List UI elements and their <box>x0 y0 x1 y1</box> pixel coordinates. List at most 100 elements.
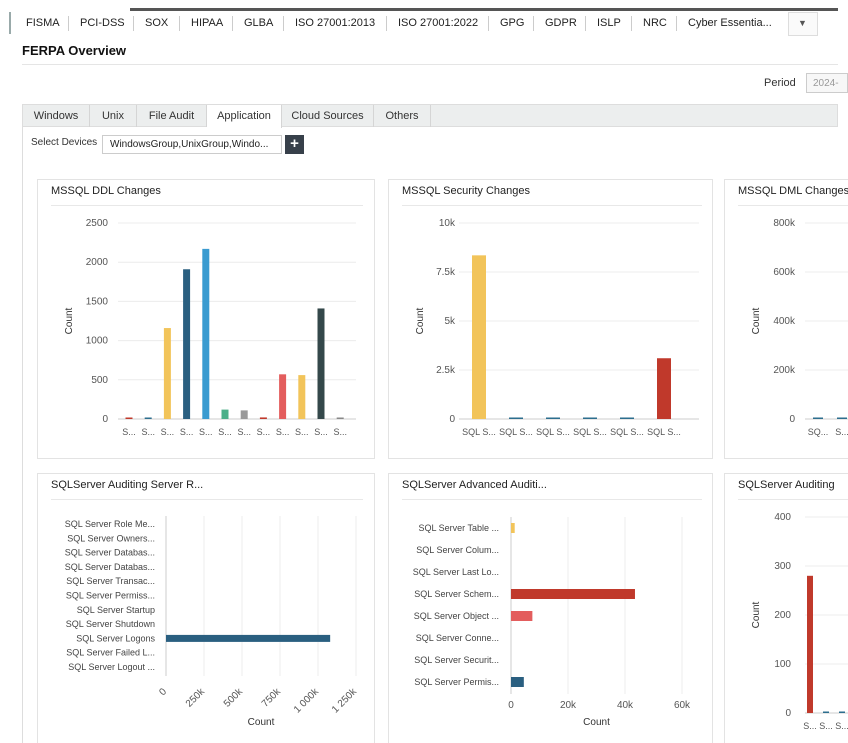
y-axis-label: Count <box>751 601 762 628</box>
period-label: Period <box>764 77 796 89</box>
x-tick-label: SQL S... <box>647 427 681 437</box>
compliance-tab[interactable]: GLBA <box>244 17 274 29</box>
divider <box>738 499 848 500</box>
bar <box>221 409 229 419</box>
y-axis-label: Count <box>64 307 75 334</box>
y-tick-label: SQL Server Conne... <box>416 633 499 643</box>
chart-card-advanced: SQLServer Advanced Auditi... 0 20k 40k 60k C… <box>388 473 713 743</box>
tab-separator <box>179 16 180 31</box>
compliance-tab[interactable]: GDPR <box>545 17 577 29</box>
tab-application[interactable]: Application <box>207 105 282 128</box>
y-tick-label: SQL Server Table ... <box>418 523 499 533</box>
x-tick-label: 0 <box>157 686 169 698</box>
select-devices-input[interactable]: WindowsGroup,UnixGroup,Windo... <box>102 135 282 154</box>
y-tick-label: SQL Server Owners... <box>67 533 155 543</box>
x-tick-label: SQL S... <box>499 427 533 437</box>
tab-separator <box>488 16 489 31</box>
tab-others[interactable]: Others <box>374 105 431 127</box>
y-tick-label: SQL Server Shutdown <box>66 619 155 629</box>
bar <box>511 589 635 599</box>
y-tick-label: SQL Server Last Lo... <box>413 567 499 577</box>
compliance-tab[interactable]: SOX <box>145 17 169 29</box>
bar <box>163 328 171 419</box>
chart-title: SQLServer Advanced Auditi... <box>402 479 547 491</box>
compliance-tab[interactable]: ISO 27001:2013 <box>295 17 376 29</box>
compliance-tab[interactable]: HIPAA <box>191 17 224 29</box>
y-tick-label: SQL Server Object ... <box>414 611 499 621</box>
page-title: FERPA Overview <box>22 43 127 58</box>
bar <box>511 611 533 621</box>
y-axis-label: Count <box>751 307 762 334</box>
tab-windows[interactable]: Windows <box>23 105 90 127</box>
bar <box>511 677 524 687</box>
y-tick-label: 0 <box>449 414 455 425</box>
compliance-tab[interactable]: FISMA <box>26 17 60 29</box>
tab-cloud-sources[interactable]: Cloud Sources <box>282 105 374 127</box>
period-input[interactable]: 2024- <box>806 73 848 93</box>
x-tick-label: S... <box>237 427 251 437</box>
tab-separator <box>232 16 233 31</box>
y-tick-label: 2500 <box>86 218 109 229</box>
tab-separator <box>676 16 677 31</box>
more-compliance-dropdown[interactable]: ▼ <box>788 12 818 36</box>
x-tick-label: SQL S... <box>536 427 570 437</box>
x-tick-label: 750k <box>260 686 284 710</box>
ddl-chart: 0 500 1000 1500 2000 2500 Count S... S... S... S..… <box>64 218 356 437</box>
chart-title: SQLServer Auditing <box>738 479 835 491</box>
chart-title: MSSQL DML Changes <box>738 185 848 197</box>
compliance-tab[interactable]: ISO 27001:2022 <box>398 17 479 29</box>
bar <box>166 634 331 642</box>
compliance-tab[interactable]: Cyber Essentia... <box>688 17 772 29</box>
x-tick-label: S... <box>819 721 833 731</box>
bar <box>839 711 845 713</box>
bar <box>620 417 634 419</box>
y-tick-label: 1500 <box>86 296 109 307</box>
chart-card-auditing3: SQLServer Auditing 0 100 200 300 400 Count S..… <box>724 473 848 743</box>
x-tick-label: S... <box>122 427 136 437</box>
tab-separator <box>68 16 69 31</box>
y-tick-label: SQL Server Transac... <box>66 576 155 586</box>
bar <box>183 269 191 419</box>
bar <box>813 417 823 419</box>
compliance-tab-bar: FISMA PCI-DSS SOX HIPAA GLBA ISO 27001:2013 IS… <box>0 0 848 38</box>
chart-card-dml: MSSQL DML Changes 0 200k 400k 600k 800k Count… <box>724 179 848 459</box>
y-tick-label: 0 <box>789 414 795 425</box>
tab-file-audit[interactable]: File Audit <box>137 105 207 127</box>
bar <box>240 410 248 419</box>
x-tick-label: S... <box>276 427 290 437</box>
y-axis-label: Count <box>415 307 426 334</box>
compliance-tab[interactable]: NRC <box>643 17 667 29</box>
x-tick-label: 1 250k <box>330 686 360 716</box>
application-panel <box>22 127 838 743</box>
add-device-button[interactable]: + <box>285 135 304 154</box>
divider <box>51 205 363 206</box>
tab-separator <box>631 16 632 31</box>
y-tick-label: SQL Server Schem... <box>414 589 499 599</box>
bar <box>336 417 344 419</box>
y-tick-label: 10k <box>439 218 456 229</box>
x-tick-label: SQL S... <box>610 427 644 437</box>
compliance-tab[interactable]: ISLP <box>597 17 621 29</box>
x-tick-label: 1 000k <box>292 686 322 716</box>
y-tick-label: 5k <box>444 316 456 327</box>
divider <box>22 64 838 65</box>
y-tick-label: 100 <box>774 659 791 670</box>
tab-separator <box>133 16 134 31</box>
tab-separator <box>386 16 387 31</box>
y-tick-label: 800k <box>773 218 796 229</box>
x-tick-label: S... <box>218 427 232 437</box>
divider <box>402 499 702 500</box>
compliance-tab[interactable]: PCI-DSS <box>80 17 125 29</box>
compliance-tab[interactable]: GPG <box>500 17 525 29</box>
x-tick-label: S... <box>803 721 817 731</box>
dml-chart: 0 200k 400k 600k 800k Count SQ... S... <box>751 218 848 437</box>
tab-unix[interactable]: Unix <box>90 105 137 127</box>
y-tick-label: 200 <box>774 610 791 621</box>
x-tick-label: SQL S... <box>462 427 496 437</box>
x-tick-label: 500k <box>222 686 246 710</box>
bar <box>583 417 597 419</box>
x-tick-label: SQL S... <box>573 427 607 437</box>
bar <box>657 358 671 419</box>
x-axis-label: Count <box>583 717 610 728</box>
